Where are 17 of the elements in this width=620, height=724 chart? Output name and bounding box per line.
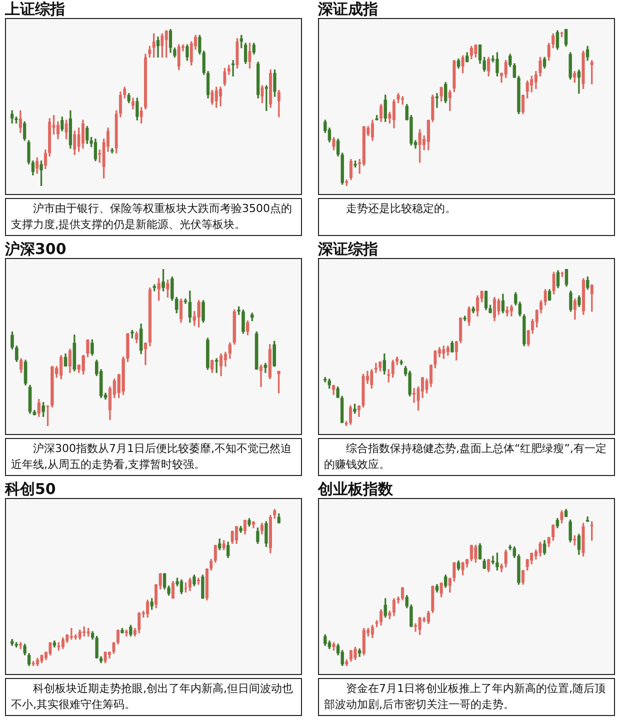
chart-title: 深证综指: [318, 240, 379, 258]
chart-title: 科创50: [5, 480, 57, 498]
text: 资金在7月1日将创业板推上了年内新高的位置,随后顶部波动加剧,后市密切关注一哥的走势。: [318, 678, 615, 716]
chart-title: 创业板指数: [318, 480, 394, 498]
text: 科创板块近期走势抢眼,创出了年内新高,但日间波动也不小,其实很难守住筹码。: [5, 678, 302, 716]
chart-title: 上证综指: [5, 0, 66, 18]
candlestick: [231, 60, 235, 76]
candlestick: [435, 93, 439, 108]
text: 走势还是比较稳定的。: [318, 198, 615, 236]
candlestick: [124, 630, 128, 636]
text: 沪市由于银行、保险等权重板块大跌而考验3500点的支撑力度,提供支撑的仍是新能源、光伏等板块。: [5, 198, 302, 236]
candlestick: [412, 388, 416, 403]
text: 沪深300指数从7月1日后便比较萎靡,不知不觉已然迫近年线,从周五的走势看,支撑暂时较强。: [5, 438, 302, 476]
chart-title: 深证成指: [318, 0, 379, 18]
text: 综合指数保持稳健态势,盘面上总体“红肥绿瘦”,有一定的赚钱效应。: [318, 438, 615, 476]
candlestick: [374, 362, 378, 373]
chart-title: 沪深300: [5, 240, 68, 258]
